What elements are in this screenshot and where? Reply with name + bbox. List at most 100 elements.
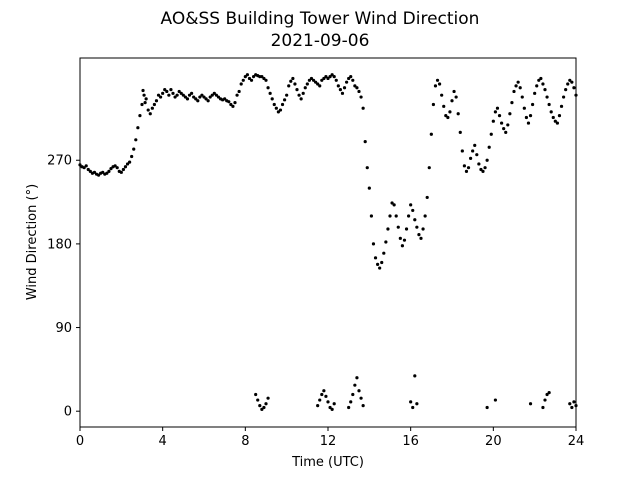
data-point [473,143,477,147]
data-point [347,405,351,410]
data-point [493,398,497,402]
data-point [314,80,318,84]
data-point [295,88,299,92]
data-point [440,93,444,97]
data-point [572,400,576,404]
data-point [365,166,369,170]
data-point [190,91,194,95]
data-point [101,170,105,174]
data-point [161,91,165,95]
data-point [130,154,134,159]
data-point [398,236,402,240]
y-tick-label: 90 [55,321,72,336]
data-point [510,101,514,105]
data-point [171,91,175,95]
x-axis-label: Time (UTC) [291,455,364,470]
data-point [198,95,202,99]
y-tick-label: 180 [47,237,72,252]
data-point [274,106,278,110]
chart-title: AO&SS Building Tower Wind Direction [161,9,480,29]
data-point [411,208,415,213]
data-point [254,392,258,397]
data-point [326,400,330,404]
data-point [574,404,578,408]
data-point [264,402,268,406]
data-point [276,110,280,114]
data-point [442,104,446,108]
data-point [427,166,431,170]
data-point [214,93,218,97]
data-point [429,132,433,136]
data-point [537,78,541,82]
data-point [500,121,504,125]
data-point [320,78,324,82]
data-point [411,405,415,410]
data-point [316,404,320,408]
data-point [361,106,365,110]
data-point [471,149,475,153]
data-point [355,376,359,380]
data-point [309,76,314,81]
data-point [495,106,500,110]
data-point [262,405,266,410]
x-axis: 0 4 8 12 16 20 24 [76,427,584,449]
x-tick-label: 24 [568,434,585,449]
data-point [545,392,549,397]
data-point [303,86,307,90]
data-point [324,74,328,79]
data-point [330,73,334,77]
data-point [301,91,305,95]
data-point [202,95,206,99]
data-point [466,166,471,170]
data-point [518,86,522,90]
data-point [132,147,136,151]
data-point [450,99,454,103]
data-point [545,95,549,99]
data-point [508,112,512,116]
data-point [206,99,210,103]
data-point [559,104,564,108]
data-point [148,112,152,116]
data-point [196,99,200,103]
data-point [289,79,293,83]
data-point [355,86,359,90]
data-point [380,260,384,265]
data-point [340,91,345,95]
data-point [541,405,545,410]
data-point [154,99,159,103]
data-point [223,97,227,101]
data-point [345,80,349,84]
data-point [568,402,572,406]
data-point [78,163,82,167]
data-point [285,93,289,97]
data-point [506,123,510,127]
data-point [200,93,204,97]
y-axis-label: Wind Direction (°) [25,184,40,300]
data-point [535,84,539,88]
data-point [413,218,417,222]
data-point [156,93,161,97]
data-point [272,102,276,107]
data-point [109,167,113,171]
data-point [574,93,578,97]
data-point [361,404,365,408]
data-point [553,119,557,123]
data-point [547,102,551,107]
data-point [175,93,179,97]
data-point [334,78,338,82]
data-point [562,95,566,99]
data-point [570,80,574,84]
data-point [123,165,128,169]
data-point [187,93,192,97]
data-point [425,195,429,200]
data-point [367,186,371,190]
data-point [266,396,270,400]
data-point [266,86,270,90]
data-point [456,112,460,116]
data-point [177,89,181,94]
data-point [332,402,336,406]
data-point [328,74,332,79]
data-point [270,97,274,101]
data-point [475,153,479,157]
data-point [194,97,198,101]
